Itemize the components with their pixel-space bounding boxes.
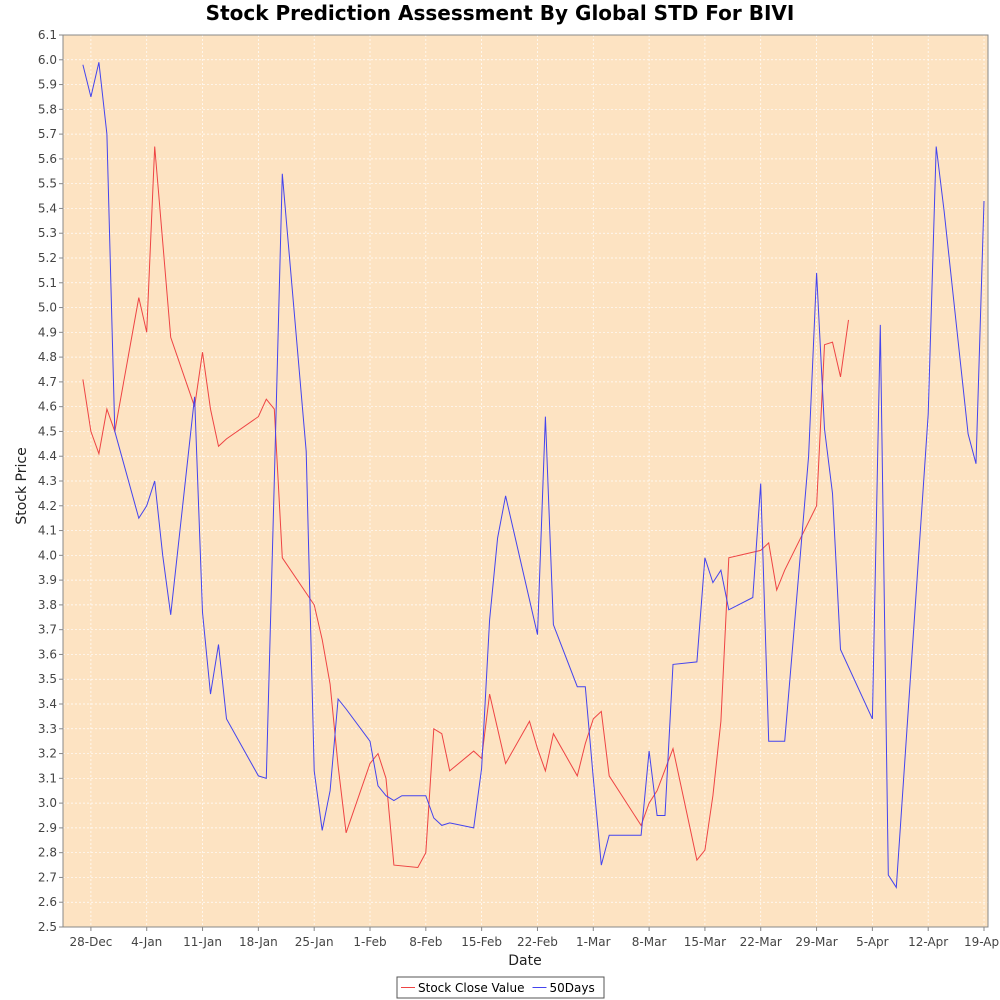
y-axis: 2.5 2.6 2.7 2.8 2.9 3.0 3.1 3.2 3.3 3.4 3.5 3.6 3.7 3… bbox=[38, 28, 63, 934]
y-tick-label: 4.5 bbox=[38, 424, 57, 438]
y-tick-label: 6.0 bbox=[38, 53, 57, 67]
y-tick-label: 4.6 bbox=[38, 400, 57, 414]
x-tick-label: 8-Mar bbox=[632, 935, 667, 949]
y-tick-label: 5.4 bbox=[38, 201, 57, 215]
y-tick-label: 3.5 bbox=[38, 672, 57, 686]
x-tick-label: 19-Apr bbox=[964, 935, 1000, 949]
y-tick-label: 5.0 bbox=[38, 301, 57, 315]
x-tick-label: 29-Mar bbox=[795, 935, 837, 949]
y-tick-label: 2.7 bbox=[38, 870, 57, 884]
x-axis: 28-Dec 4-Jan 11-Jan 18-Jan 25-Jan 1-Feb 8-Feb 1… bbox=[69, 927, 1000, 949]
y-tick-label: 3.6 bbox=[38, 647, 57, 661]
y-tick-label: 5.9 bbox=[38, 78, 57, 92]
y-tick-label: 5.8 bbox=[38, 102, 57, 116]
x-tick-label: 28-Dec bbox=[69, 935, 112, 949]
y-tick-label: 4.0 bbox=[38, 548, 57, 562]
x-tick-label: 15-Feb bbox=[461, 935, 502, 949]
x-tick-label: 8-Feb bbox=[409, 935, 442, 949]
y-tick-label: 3.2 bbox=[38, 747, 57, 761]
plot-area bbox=[63, 35, 988, 927]
y-axis-label: Stock Price bbox=[14, 447, 30, 524]
series-line-stock-close-value bbox=[82, 146, 849, 869]
y-tick-label: 2.9 bbox=[38, 821, 57, 835]
series-line-50days bbox=[82, 62, 985, 889]
y-tick-label: 5.1 bbox=[38, 276, 57, 290]
y-tick-label: 6.1 bbox=[38, 28, 57, 42]
chart-title: Stock Prediction Assessment By Global ST… bbox=[206, 1, 795, 25]
x-tick-label: 5-Apr bbox=[856, 935, 889, 949]
x-tick-label: 25-Jan bbox=[295, 935, 334, 949]
series-lines bbox=[82, 62, 985, 889]
x-tick-label: 22-Mar bbox=[740, 935, 782, 949]
y-tick-label: 3.4 bbox=[38, 697, 57, 711]
y-tick-label: 4.2 bbox=[38, 499, 57, 513]
x-tick-label: 1-Mar bbox=[576, 935, 611, 949]
x-tick-label: 4-Jan bbox=[131, 935, 162, 949]
y-tick-label: 3.7 bbox=[38, 623, 57, 637]
y-tick-label: 3.0 bbox=[38, 796, 57, 810]
legend-label: 50Days bbox=[549, 981, 594, 995]
x-tick-label: 11-Jan bbox=[183, 935, 222, 949]
y-tick-label: 3.9 bbox=[38, 573, 57, 587]
y-tick-label: 4.9 bbox=[38, 325, 57, 339]
y-tick-label: 3.8 bbox=[38, 598, 57, 612]
y-tick-label: 4.4 bbox=[38, 449, 57, 463]
y-tick-label: 4.8 bbox=[38, 350, 57, 364]
y-tick-label: 4.3 bbox=[38, 474, 57, 488]
x-tick-label: 1-Feb bbox=[353, 935, 386, 949]
y-tick-label: 3.3 bbox=[38, 722, 57, 736]
y-tick-label: 2.5 bbox=[38, 920, 57, 934]
x-tick-label: 15-Mar bbox=[684, 935, 726, 949]
y-tick-label: 2.6 bbox=[38, 895, 57, 909]
legend-label: Stock Close Value bbox=[418, 981, 524, 995]
y-tick-label: 5.2 bbox=[38, 251, 57, 265]
plot-border bbox=[62, 34, 989, 928]
y-tick-label: 5.7 bbox=[38, 127, 57, 141]
gridlines bbox=[63, 34, 988, 928]
y-tick-label: 3.1 bbox=[38, 771, 57, 785]
x-tick-label: 12-Apr bbox=[908, 935, 948, 949]
legend-box bbox=[396, 976, 605, 999]
y-tick-label: 5.6 bbox=[38, 152, 57, 166]
y-tick-label: 4.1 bbox=[38, 524, 57, 538]
y-tick-label: 4.7 bbox=[38, 375, 57, 389]
x-axis-label: Date bbox=[508, 953, 541, 969]
x-tick-label: 22-Feb bbox=[517, 935, 558, 949]
y-tick-label: 5.5 bbox=[38, 177, 57, 191]
legend: Stock Close Value 50Days bbox=[396, 976, 605, 999]
y-tick-label: 5.3 bbox=[38, 226, 57, 240]
y-tick-label: 2.8 bbox=[38, 846, 57, 860]
x-tick-label: 18-Jan bbox=[239, 935, 278, 949]
